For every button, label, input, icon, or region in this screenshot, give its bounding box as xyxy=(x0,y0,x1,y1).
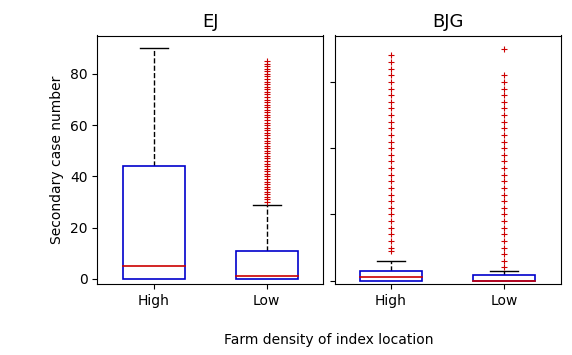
Y-axis label: Secondary case number: Secondary case number xyxy=(50,76,64,244)
Bar xyxy=(122,166,185,279)
Title: BJG: BJG xyxy=(432,13,463,31)
Text: Farm density of index location: Farm density of index location xyxy=(224,333,434,347)
Bar xyxy=(236,251,298,279)
Bar xyxy=(473,275,535,281)
Title: EJ: EJ xyxy=(202,13,219,31)
Bar xyxy=(360,271,422,281)
